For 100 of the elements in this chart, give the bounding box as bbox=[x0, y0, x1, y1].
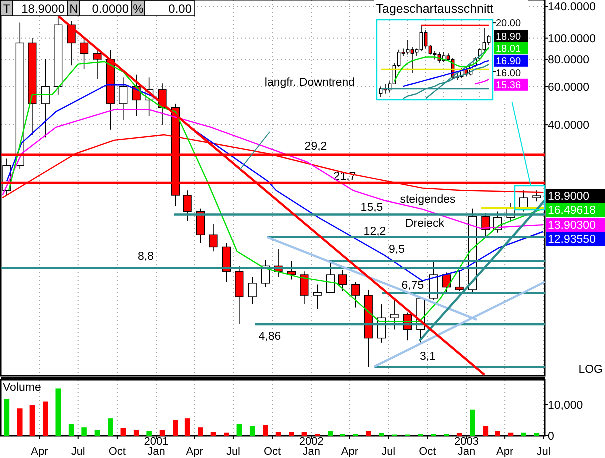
x-tick-label: Oct bbox=[108, 446, 126, 458]
data-label: 16.49618 bbox=[548, 205, 596, 218]
x-tick-label: Oct bbox=[264, 446, 282, 458]
candlestick bbox=[326, 262, 336, 294]
y-tick-label: 40.0000 bbox=[548, 120, 590, 132]
x-tick-label: Jul bbox=[71, 446, 86, 458]
bar bbox=[120, 428, 126, 436]
y-tick-label: 20.00 bbox=[496, 18, 522, 30]
y-tick-label: 0 bbox=[548, 431, 554, 444]
annotation: Dreieck bbox=[406, 218, 445, 230]
text: 18.90 bbox=[496, 32, 522, 44]
bar bbox=[17, 408, 23, 436]
x-tick-label: 2001 Jan bbox=[144, 436, 169, 458]
annotation: steigendes bbox=[400, 194, 456, 206]
y-tick-label: 80.0000 bbox=[548, 54, 590, 67]
data-label: 18.01 bbox=[496, 44, 522, 56]
bar bbox=[56, 388, 62, 436]
bar bbox=[289, 432, 294, 436]
annotation: 18.9000 bbox=[22, 2, 66, 16]
candlestick bbox=[455, 270, 464, 292]
candlestick bbox=[338, 270, 347, 292]
chart-title: Tageschartausschnitt bbox=[376, 2, 494, 16]
y-tick-label: 100.0000 bbox=[548, 34, 596, 46]
candlestick bbox=[313, 284, 322, 310]
bar bbox=[250, 426, 256, 436]
x-tick-label: Apr bbox=[496, 446, 514, 458]
bar bbox=[379, 433, 384, 436]
line-series bbox=[402, 60, 490, 88]
data-label: 15.36 bbox=[496, 80, 522, 92]
bar bbox=[82, 428, 87, 436]
bar bbox=[4, 398, 10, 436]
annotation: 15,5 bbox=[360, 202, 384, 214]
bar bbox=[94, 430, 100, 436]
x-tick-label: Apr bbox=[341, 446, 359, 458]
candlestick bbox=[248, 276, 257, 305]
bar bbox=[470, 410, 476, 436]
data-label: 16.90 bbox=[496, 56, 522, 68]
annotation: 29,2 bbox=[304, 141, 328, 154]
annotation: 8,8 bbox=[138, 251, 154, 264]
candlestick bbox=[183, 190, 192, 222]
annotation: 3,1 bbox=[420, 351, 436, 364]
bar bbox=[184, 418, 190, 436]
bar bbox=[146, 431, 152, 436]
chart-title: Volume bbox=[3, 382, 42, 394]
candlestick bbox=[41, 59, 50, 138]
x-tick-label: Oct bbox=[419, 446, 436, 458]
candlestick bbox=[352, 282, 360, 308]
bar bbox=[534, 433, 540, 436]
bar bbox=[108, 418, 114, 436]
bar bbox=[483, 426, 489, 436]
x-tick-label: Jul bbox=[382, 446, 396, 458]
candlestick bbox=[209, 224, 218, 252]
annotation: % bbox=[133, 2, 144, 16]
bar bbox=[495, 431, 500, 436]
annotation: 12,2 bbox=[364, 226, 386, 238]
annotation: T bbox=[3, 2, 12, 16]
annotation: 9,5 bbox=[389, 244, 405, 256]
bar bbox=[173, 420, 178, 436]
annotation: 4,86 bbox=[258, 331, 282, 344]
x-tick-label: 2003 Jan bbox=[454, 436, 480, 458]
y-tick-label: 16.00 bbox=[496, 68, 522, 80]
bar bbox=[508, 432, 514, 436]
candlestick bbox=[532, 190, 542, 202]
bar bbox=[236, 424, 242, 436]
annotation: langfr. Downtrend bbox=[264, 77, 356, 90]
data-label: 12.93550 bbox=[548, 234, 596, 246]
y-tick-label: 140.0000 bbox=[548, 2, 596, 14]
y-tick-label: 10,000 bbox=[548, 400, 584, 412]
x-tick-label: 2002 Jan bbox=[299, 436, 324, 458]
candlestick bbox=[390, 300, 399, 330]
candlestick bbox=[300, 271, 309, 305]
bar bbox=[456, 433, 462, 436]
bar bbox=[134, 430, 140, 436]
bar bbox=[521, 432, 526, 436]
candlestick bbox=[80, 38, 89, 70]
bar bbox=[68, 424, 74, 436]
bar bbox=[160, 430, 166, 436]
bar bbox=[328, 431, 334, 436]
x-tick-label: Jul bbox=[226, 446, 241, 458]
annotation: N bbox=[70, 2, 78, 16]
candlestick bbox=[67, 20, 76, 66]
bar bbox=[30, 406, 36, 436]
x-tick-label: Apr bbox=[31, 446, 49, 458]
x-tick-label: Apr bbox=[186, 446, 204, 458]
bar bbox=[366, 431, 372, 436]
candlestick bbox=[93, 48, 102, 80]
annotation: 6,75 bbox=[402, 280, 424, 292]
candlestick bbox=[119, 77, 128, 121]
bar bbox=[224, 432, 230, 436]
annotation: 0.00 bbox=[168, 2, 192, 16]
text: LOG bbox=[578, 364, 604, 376]
data-label: 13.90300 bbox=[548, 220, 596, 232]
candlestick bbox=[420, 25, 424, 52]
candlestick bbox=[482, 212, 490, 238]
x-tick-label: Jul bbox=[536, 446, 551, 458]
text: 18.9000 bbox=[548, 191, 590, 204]
annotation: 0.0000 bbox=[92, 2, 130, 16]
bar bbox=[263, 425, 268, 436]
bar bbox=[198, 428, 204, 436]
bar bbox=[42, 402, 48, 436]
